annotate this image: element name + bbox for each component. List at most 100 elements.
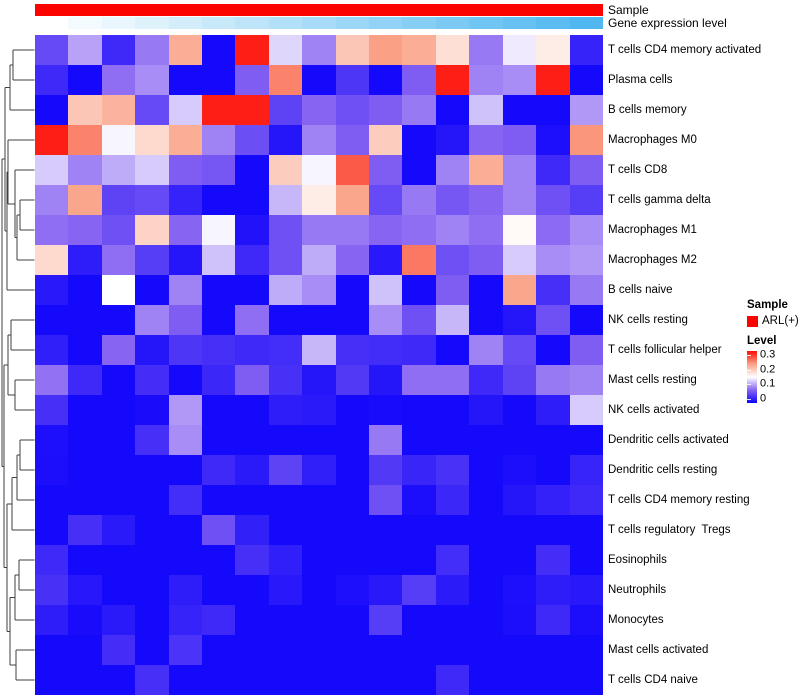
heatmap-cell — [502, 155, 537, 185]
heatmap-cell — [469, 305, 503, 335]
heatmap-cell — [435, 425, 470, 455]
heatmap-row — [35, 575, 603, 605]
heatmap-cell — [68, 305, 102, 335]
legend-sample-title: Sample — [747, 299, 788, 311]
heatmap-cell — [101, 365, 136, 395]
heatmap-cell — [268, 395, 303, 425]
heatmap-cell — [302, 125, 336, 155]
heatmap-cell — [268, 515, 303, 545]
heatmap-cell — [302, 515, 336, 545]
legend-sample-item: ARL(+) — [747, 315, 799, 327]
heatmap-cell — [235, 365, 269, 395]
heatmap-cell — [536, 245, 570, 275]
annotation-sample-cell — [202, 4, 236, 16]
heatmap-cell — [168, 665, 203, 695]
heatmap-cell — [335, 635, 370, 665]
heatmap-cell — [402, 545, 436, 575]
heatmap-cell — [235, 95, 269, 125]
heatmap-cell — [502, 275, 537, 305]
heatmap-cell — [202, 215, 236, 245]
heatmap-cell — [335, 155, 370, 185]
heatmap-cell — [101, 215, 136, 245]
heatmap-cell — [369, 185, 403, 215]
legend-level-tick-mark — [747, 384, 751, 386]
heatmap-cell — [101, 635, 136, 665]
heatmap-cell — [569, 455, 603, 485]
heatmap-cell — [335, 335, 370, 365]
heatmap-cell — [35, 155, 69, 185]
heatmap-cell — [402, 335, 436, 365]
annotation-gene-expression-cell — [335, 17, 370, 29]
heatmap-cell — [302, 185, 336, 215]
row-label: Eosinophils — [608, 554, 667, 566]
heatmap-cell — [235, 305, 269, 335]
row-label: Mast cells resting — [608, 374, 697, 386]
heatmap-cell — [302, 65, 336, 95]
heatmap-cell — [101, 665, 136, 695]
heatmap-cell — [569, 515, 603, 545]
heatmap-cell — [435, 305, 470, 335]
heatmap-cell — [335, 125, 370, 155]
heatmap-row — [35, 305, 603, 335]
heatmap-cell — [402, 215, 436, 245]
annotation-sample-cell — [135, 4, 169, 16]
heatmap-cell — [402, 365, 436, 395]
heatmap-cell — [569, 65, 603, 95]
heatmap-cell — [536, 455, 570, 485]
heatmap-cell — [469, 515, 503, 545]
row-label: B cells naive — [608, 284, 673, 296]
heatmap-cell — [302, 35, 336, 65]
heatmap-cell — [135, 35, 169, 65]
heatmap-cell — [369, 485, 403, 515]
heatmap-cell — [402, 305, 436, 335]
heatmap-cell — [469, 395, 503, 425]
heatmap-cell — [101, 545, 136, 575]
heatmap-cell — [402, 425, 436, 455]
heatmap-cell — [268, 575, 303, 605]
heatmap-row — [35, 185, 603, 215]
heatmap-cell — [369, 635, 403, 665]
heatmap-cell — [168, 275, 203, 305]
heatmap-cell — [202, 575, 236, 605]
heatmap-cell — [469, 35, 503, 65]
heatmap-cell — [569, 665, 603, 695]
heatmap-cell — [536, 275, 570, 305]
heatmap-cell — [302, 485, 336, 515]
annotation-gene-expression-cell — [536, 17, 570, 29]
heatmap-cell — [101, 575, 136, 605]
annotation-gene-expression-cell — [101, 17, 136, 29]
row-label: Neutrophils — [608, 584, 667, 596]
heatmap-cell — [68, 185, 102, 215]
heatmap-cell — [569, 35, 603, 65]
row-label: Mast cells activated — [608, 644, 709, 656]
heatmap-cell — [369, 425, 403, 455]
heatmap-cell — [469, 155, 503, 185]
heatmap-cell — [168, 545, 203, 575]
row-label: T cells regulatory Tregs — [608, 524, 731, 536]
heatmap-cell — [302, 305, 336, 335]
heatmap-cell — [402, 515, 436, 545]
annotation-gene-expression-cell — [302, 17, 336, 29]
heatmap-cell — [502, 605, 537, 635]
heatmap-cell — [268, 35, 303, 65]
heatmap-cell — [68, 425, 102, 455]
heatmap-cell — [235, 65, 269, 95]
heatmap-cell — [335, 395, 370, 425]
heatmap-cell — [268, 455, 303, 485]
legend-level-tick-label: 0 — [760, 392, 767, 405]
heatmap-cell — [569, 245, 603, 275]
heatmap-cell — [168, 95, 203, 125]
heatmap-cell — [135, 365, 169, 395]
heatmap-cell — [469, 425, 503, 455]
heatmap-cell — [168, 605, 203, 635]
heatmap-cell — [335, 545, 370, 575]
heatmap-cell — [536, 155, 570, 185]
annotation-sample-cell — [402, 4, 436, 16]
heatmap-cell — [402, 125, 436, 155]
heatmap-cell — [402, 455, 436, 485]
heatmap-cell — [536, 185, 570, 215]
heatmap-cell — [536, 545, 570, 575]
heatmap-cell — [68, 335, 102, 365]
heatmap-cell — [435, 155, 470, 185]
heatmap-cell — [435, 215, 470, 245]
